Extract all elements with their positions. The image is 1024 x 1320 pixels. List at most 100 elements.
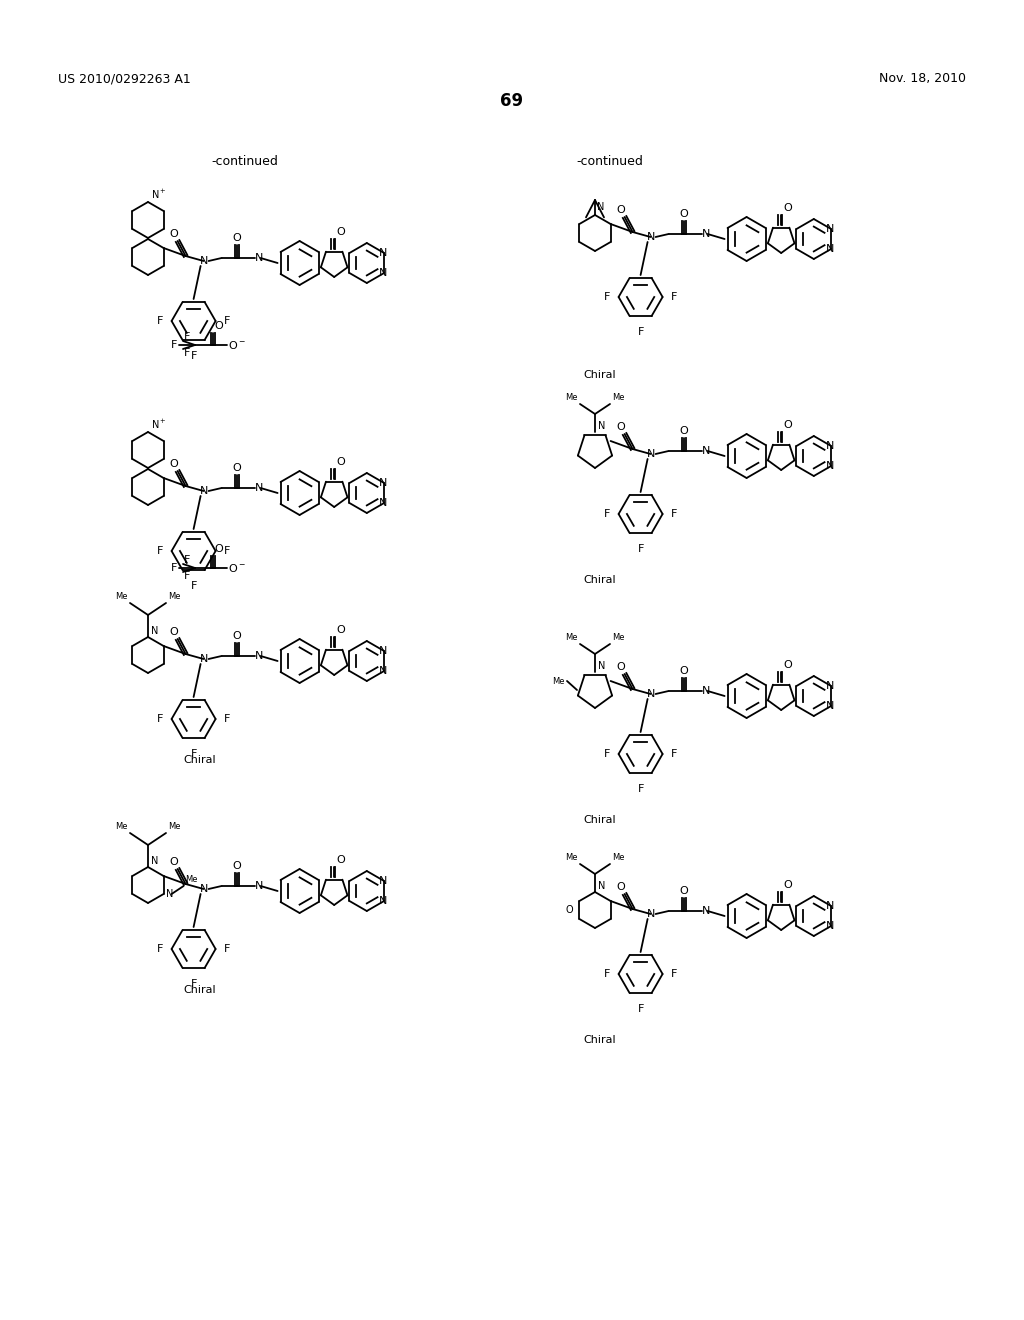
Text: F: F bbox=[158, 714, 164, 723]
Text: F: F bbox=[223, 714, 230, 723]
Text: O: O bbox=[336, 457, 345, 467]
Text: O: O bbox=[169, 627, 178, 638]
Text: O: O bbox=[336, 624, 345, 635]
Text: O$^-$: O$^-$ bbox=[228, 339, 246, 351]
Text: -continued: -continued bbox=[212, 154, 279, 168]
Text: N: N bbox=[825, 902, 835, 911]
Text: N: N bbox=[200, 486, 208, 496]
Text: F: F bbox=[184, 554, 190, 565]
Text: N: N bbox=[646, 909, 654, 919]
Text: N: N bbox=[825, 701, 835, 711]
Text: N: N bbox=[379, 667, 387, 676]
Text: F: F bbox=[604, 292, 610, 302]
Text: O: O bbox=[336, 855, 345, 865]
Text: F: F bbox=[223, 546, 230, 556]
Text: N: N bbox=[825, 244, 835, 253]
Text: F: F bbox=[223, 315, 230, 326]
Text: F: F bbox=[158, 944, 164, 954]
Text: N: N bbox=[701, 686, 710, 696]
Text: F: F bbox=[190, 351, 197, 360]
Text: F: F bbox=[184, 333, 190, 342]
Text: F: F bbox=[171, 564, 177, 573]
Text: Me: Me bbox=[185, 875, 198, 884]
Text: Me: Me bbox=[612, 853, 625, 862]
Text: N: N bbox=[379, 498, 387, 508]
Text: F: F bbox=[604, 748, 610, 759]
Text: N: N bbox=[701, 906, 710, 916]
Text: N: N bbox=[825, 921, 835, 931]
Text: N: N bbox=[825, 461, 835, 471]
Text: N: N bbox=[379, 645, 387, 656]
Text: O: O bbox=[169, 459, 178, 469]
Text: N$^+$: N$^+$ bbox=[151, 418, 167, 432]
Text: Me: Me bbox=[553, 676, 565, 685]
Text: O: O bbox=[679, 886, 688, 896]
Text: O: O bbox=[169, 228, 178, 239]
Text: N: N bbox=[200, 256, 208, 267]
Text: N: N bbox=[646, 232, 654, 242]
Text: N: N bbox=[379, 896, 387, 906]
Text: F: F bbox=[637, 784, 644, 795]
Text: F: F bbox=[184, 572, 190, 581]
Text: F: F bbox=[190, 748, 197, 759]
Text: Me: Me bbox=[612, 393, 625, 403]
Text: O: O bbox=[783, 660, 792, 671]
Text: O: O bbox=[783, 203, 792, 213]
Text: Me: Me bbox=[565, 393, 578, 403]
Text: F: F bbox=[671, 748, 677, 759]
Text: N: N bbox=[701, 228, 710, 239]
Text: N: N bbox=[151, 855, 159, 866]
Text: N: N bbox=[701, 446, 710, 455]
Text: Me: Me bbox=[168, 591, 180, 601]
Text: Chiral: Chiral bbox=[183, 985, 216, 995]
Text: O: O bbox=[616, 422, 625, 432]
Text: N: N bbox=[379, 248, 387, 257]
Text: F: F bbox=[671, 292, 677, 302]
Text: N: N bbox=[200, 884, 208, 894]
Text: N: N bbox=[166, 888, 173, 899]
Text: N: N bbox=[825, 224, 835, 234]
Text: Me: Me bbox=[565, 634, 578, 642]
Text: F: F bbox=[604, 969, 610, 979]
Text: N: N bbox=[598, 421, 605, 432]
Text: N: N bbox=[379, 478, 387, 488]
Text: Me: Me bbox=[168, 822, 180, 832]
Text: F: F bbox=[223, 944, 230, 954]
Text: Me: Me bbox=[116, 591, 128, 601]
Text: N: N bbox=[200, 653, 208, 664]
Text: N: N bbox=[255, 483, 263, 492]
Text: O: O bbox=[214, 544, 223, 554]
Text: -continued: -continued bbox=[577, 154, 643, 168]
Text: O: O bbox=[214, 321, 223, 331]
Text: Chiral: Chiral bbox=[584, 370, 616, 380]
Text: N: N bbox=[825, 441, 835, 451]
Text: O: O bbox=[679, 426, 688, 436]
Text: F: F bbox=[190, 979, 197, 989]
Text: Chiral: Chiral bbox=[584, 814, 616, 825]
Text: 69: 69 bbox=[501, 92, 523, 110]
Text: N: N bbox=[379, 268, 387, 279]
Text: N: N bbox=[379, 876, 387, 886]
Text: O: O bbox=[783, 880, 792, 890]
Text: N: N bbox=[597, 202, 604, 213]
Text: N: N bbox=[151, 626, 159, 636]
Text: F: F bbox=[171, 341, 177, 350]
Text: F: F bbox=[671, 510, 677, 519]
Text: US 2010/0292263 A1: US 2010/0292263 A1 bbox=[58, 73, 190, 84]
Text: O: O bbox=[679, 209, 688, 219]
Text: Chiral: Chiral bbox=[584, 576, 616, 585]
Text: F: F bbox=[604, 510, 610, 519]
Text: O: O bbox=[783, 420, 792, 430]
Text: F: F bbox=[184, 348, 190, 358]
Text: O$^-$: O$^-$ bbox=[228, 562, 246, 574]
Text: N: N bbox=[598, 880, 605, 891]
Text: O: O bbox=[232, 463, 241, 473]
Text: O: O bbox=[616, 663, 625, 672]
Text: O: O bbox=[565, 906, 573, 915]
Text: N: N bbox=[255, 880, 263, 891]
Text: N: N bbox=[646, 689, 654, 700]
Text: O: O bbox=[616, 882, 625, 892]
Text: O: O bbox=[232, 861, 241, 871]
Text: Me: Me bbox=[565, 853, 578, 862]
Text: F: F bbox=[637, 544, 644, 554]
